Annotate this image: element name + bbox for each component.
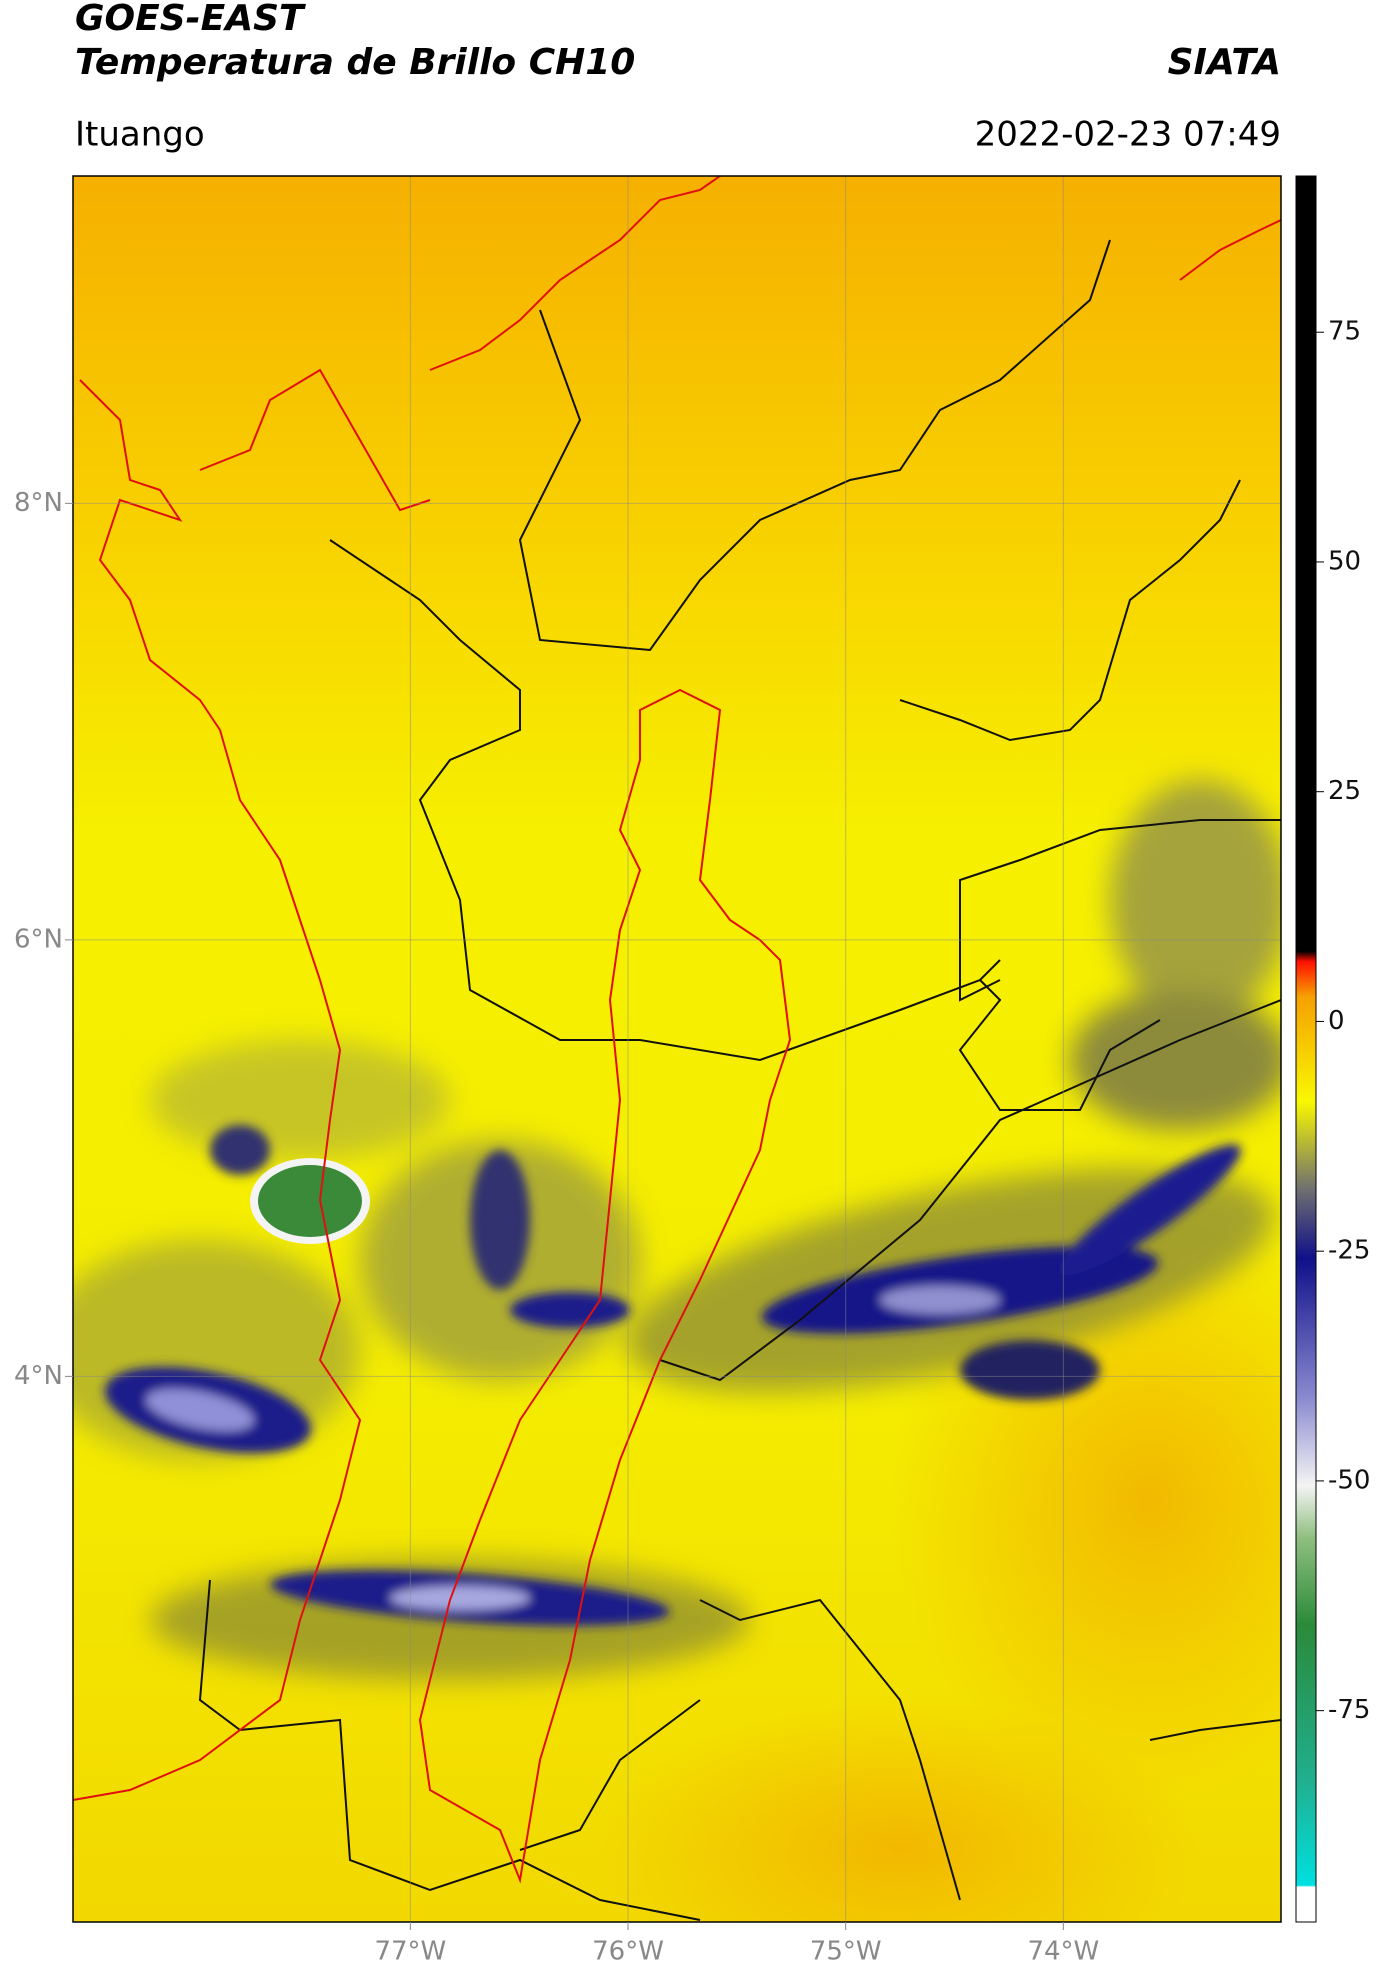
map-image [73,176,1281,1922]
location: Ituango [75,115,205,155]
subtitle: Temperatura de Brillo CH10 [75,42,635,83]
colorbar-tick-label: 25 [1328,776,1361,806]
datetime: 2022-02-23 07:49 [975,115,1281,155]
x-tick-label: 74°W [1027,1937,1099,1967]
grid [73,176,1281,1922]
x-tick-label: 76°W [592,1937,664,1967]
colorbar-tick-label: 0 [1328,1006,1345,1036]
x-tick-label: 77°W [374,1937,446,1967]
colorbar-tick-label: -50 [1328,1465,1370,1495]
colorbar [1295,175,1317,1923]
source: SIATA [1168,42,1281,83]
colorbar-tick-label: -75 [1328,1695,1370,1725]
colorbar-tick-label: 75 [1328,317,1361,347]
y-tick-label: 8°N [14,488,63,518]
y-tick-label: 4°N [14,1361,63,1391]
colorbar-tick-label: 50 [1328,546,1361,576]
map-frame [72,175,1282,1923]
y-tick-label: 6°N [14,924,63,954]
colorbar-tick-label: -25 [1328,1236,1370,1266]
title: GOES-EAST [75,0,306,39]
x-tick-label: 75°W [810,1937,882,1967]
